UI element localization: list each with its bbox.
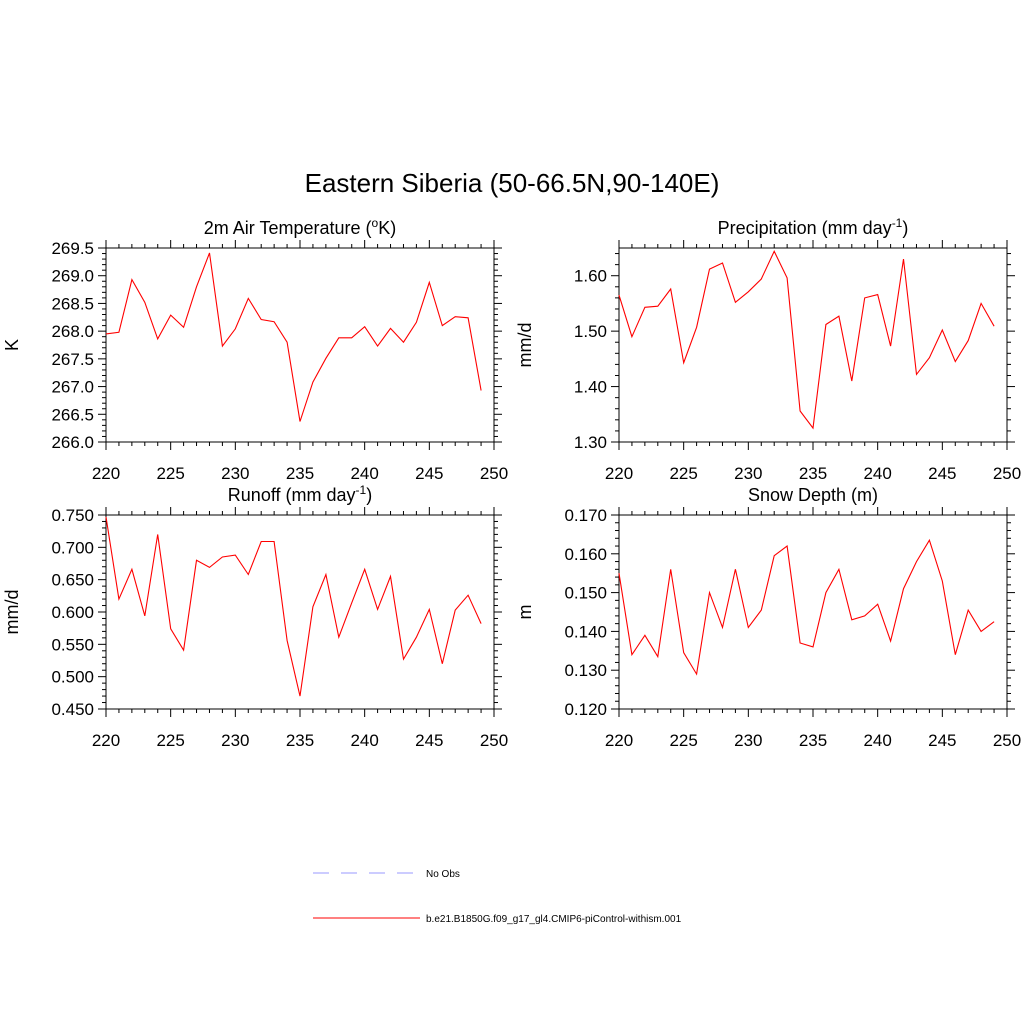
series-line-precipitation [618,250,995,430]
legend: No Obs b.e21.B1850G.f09_g17_gl4.CMIP6-pi… [313,869,682,925]
x-tick-label: 220 [92,464,120,483]
plot-frame [105,247,495,443]
panel-precipitation: 220 225 230 235 240 245 250 1.30 1.40 1.50 1.60 mm/… [515,216,1021,483]
y-tick-label: 1.40 [574,378,607,397]
panel-title-main: 2m Air Temperature ( [204,218,372,238]
x-tick-label: 220 [605,464,633,483]
x-tick-label: 235 [799,464,827,483]
y-axis-label: mm/d [515,323,535,368]
y-axis-label: m [515,605,535,620]
x-tick-label: 240 [350,464,378,483]
panel-title: 2m Air Temperature (oK) [204,216,396,238]
y-tick-label: 267.0 [51,378,94,397]
x-tick-label: 220 [92,731,120,750]
y-tick-label: 0.150 [564,584,607,603]
y-tick-label: 268.5 [51,294,94,313]
x-tick-label: 235 [799,731,827,750]
panel-title-end: ) [902,218,908,238]
panel-title-superscript: o [372,216,379,230]
x-tick-label: 240 [863,731,891,750]
y-tick-label: 0.700 [51,538,94,557]
x-tick-label: 235 [286,464,314,483]
panels: 220 225 230 235 240 245 250 266.0 266.5 267.0 267.… [2,216,1021,750]
x-tick-label: 230 [221,731,249,750]
x-tick-label: 245 [928,731,956,750]
y-axis-label: mm/d [2,590,22,635]
y-tick-label: 267.5 [51,350,94,369]
panel-temperature: 220 225 230 235 240 245 250 266.0 266.5 267.0 267.… [2,216,508,483]
panel-title-superscript: -1 [892,216,903,230]
legend-label-model: b.e21.B1850G.f09_g17_gl4.CMIP6-piControl… [426,914,682,925]
y-tick-label: 1.50 [574,322,607,341]
panel-title-superscript: -1 [356,483,367,497]
x-tick-label: 250 [993,731,1021,750]
panel-title-main: Runoff (mm day [228,485,356,505]
x-tick-label: 245 [928,464,956,483]
y-tick-label: 0.130 [564,661,607,680]
panel-title-end: K) [378,218,396,238]
x-tick-label: 240 [863,464,891,483]
x-tick-label: 225 [669,464,697,483]
panel-title: Snow Depth (m) [748,485,878,505]
figure-title: Eastern Siberia (50-66.5N,90-140E) [305,168,720,198]
x-tick-label: 220 [605,731,633,750]
y-tick-label: 1.30 [574,433,607,452]
y-tick-label: 268.0 [51,322,94,341]
series-line-temperature [105,252,482,422]
panel-title-main: Precipitation (mm day [718,218,892,238]
x-tick-label: 230 [734,464,762,483]
y-tick-label: 269.5 [51,239,94,258]
series-line-snow-depth [618,538,995,676]
y-tick-label: 266.5 [51,405,94,424]
legend-label-no-obs: No Obs [426,869,460,880]
panel-runoff: 220 225 230 235 240 245 250 0.450 0.500 0.550 0.60… [2,483,508,750]
panel-title-main: Snow Depth (m) [748,485,878,505]
panel-title: Precipitation (mm day-1) [718,216,909,238]
y-tick-label: 266.0 [51,433,94,452]
x-tick-label: 250 [993,464,1021,483]
x-tick-label: 250 [480,464,508,483]
y-tick-label: 0.450 [51,700,94,719]
x-tick-label: 245 [415,731,443,750]
y-tick-label: 0.170 [564,506,607,525]
y-tick-label: 0.160 [564,545,607,564]
y-tick-label: 0.750 [51,506,94,525]
x-tick-label: 250 [480,731,508,750]
x-tick-label: 225 [156,464,184,483]
panel-snow-depth: 220 225 230 235 240 245 250 0.120 0.130 0.140 0.15… [515,485,1021,750]
x-tick-label: 235 [286,731,314,750]
y-tick-label: 0.500 [51,668,94,687]
x-tick-label: 240 [350,731,378,750]
x-tick-label: 230 [221,464,249,483]
x-tick-label: 225 [156,731,184,750]
y-tick-label: 0.140 [564,622,607,641]
y-tick-label: 0.550 [51,635,94,654]
x-tick-label: 225 [669,731,697,750]
plot-frame [105,514,495,710]
x-tick-label: 230 [734,731,762,750]
y-tick-label: 0.600 [51,603,94,622]
series-line-runoff [105,516,482,697]
y-tick-label: 0.120 [564,700,607,719]
y-tick-label: 1.60 [574,267,607,286]
panel-title-end: ) [366,485,372,505]
panel-title: Runoff (mm day-1) [228,483,372,505]
y-tick-label: 0.650 [51,571,94,590]
y-tick-label: 269.0 [51,267,94,286]
x-tick-label: 245 [415,464,443,483]
y-axis-label: K [2,339,22,351]
